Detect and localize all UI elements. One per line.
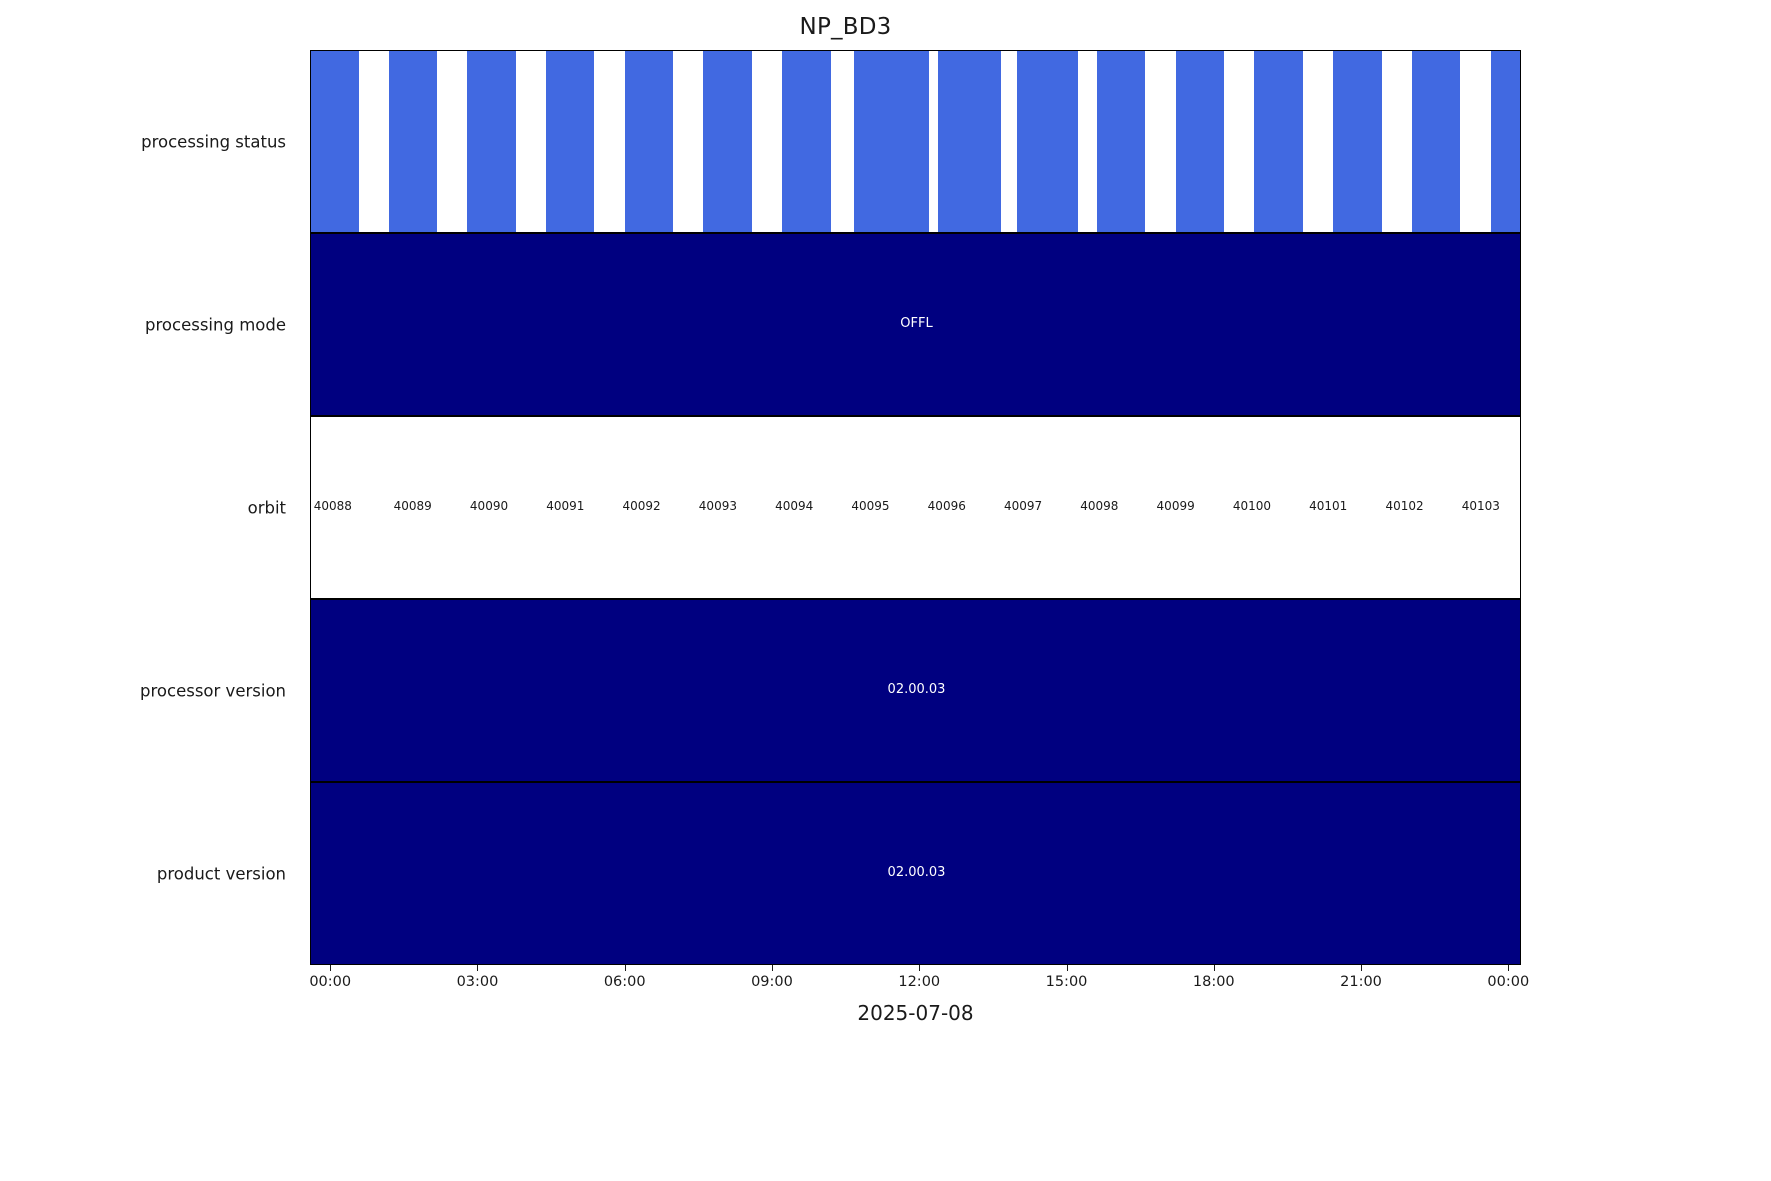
x-axis-tick — [1066, 965, 1068, 971]
processing-status-segment — [703, 51, 752, 232]
row-value-processing-mode: OFFL — [900, 316, 933, 331]
x-axis-tick-label: 00:00 — [1487, 974, 1530, 990]
x-axis-tick-label: 15:00 — [1045, 974, 1088, 990]
processing-status-segment — [853, 51, 929, 232]
orbit-number-label: 40092 — [622, 499, 661, 513]
row-value-processor-version: 02.00.03 — [887, 682, 946, 697]
row-processing-status — [310, 50, 1521, 233]
x-axis-tick-label: 21:00 — [1340, 974, 1382, 990]
x-axis-tick-label: 18:00 — [1192, 974, 1235, 990]
orbit-number-label: 40089 — [393, 499, 432, 513]
row-label-product-version: product version — [156, 864, 286, 883]
orbit-number-label: 40099 — [1156, 499, 1195, 513]
row-label-column: processing status processing mode orbit … — [0, 50, 298, 965]
x-axis-tick-label: 06:00 — [603, 974, 646, 990]
x-axis-tick-label: 03:00 — [456, 974, 499, 990]
orbit-number-label: 40101 — [1309, 499, 1348, 513]
row-processor-version: 02.00.03 — [310, 599, 1521, 782]
orbit-number-label: 40091 — [546, 499, 585, 513]
processing-status-segment — [388, 51, 437, 232]
x-axis-tick — [1508, 965, 1510, 971]
x-axis-tick — [624, 965, 626, 971]
processing-status-segment — [1411, 51, 1461, 232]
orbit-number-label: 40103 — [1461, 499, 1500, 513]
chart-title-text: NP_BD3 — [799, 14, 892, 40]
orbit-number-label: 40094 — [775, 499, 814, 513]
orbit-number-label: 40097 — [1003, 499, 1043, 513]
orbit-number-label: 40102 — [1385, 499, 1424, 513]
x-axis-tick-label: 00:00 — [309, 974, 352, 990]
processing-status-segment — [1333, 51, 1382, 232]
row-value-product-version: 02.00.03 — [887, 865, 946, 880]
x-axis: 00:00 03:00 06:00 09:00 12:00 15:00 18:00 21:00… — [309, 965, 1529, 1035]
processing-status-segment — [1254, 51, 1303, 232]
processing-status-segment — [311, 51, 360, 232]
orbit-number-label: 40095 — [851, 499, 890, 513]
orbit-number-label: 40088 — [313, 499, 352, 513]
x-axis-tick — [771, 965, 773, 971]
plot-area: OFFL 40088 40089 40090 40091 40092 40093 40094… — [310, 50, 1521, 965]
processing-status-segment — [1096, 51, 1146, 232]
row-orbit: 40088 40089 40090 40091 40092 40093 40094 40095… — [310, 416, 1521, 599]
processing-status-segment — [938, 51, 1002, 232]
orbit-number-label: 40098 — [1080, 499, 1119, 513]
row-label-processor-version: processor version — [140, 681, 286, 700]
orbit-number-label: 40090 — [469, 499, 509, 513]
x-axis-tick — [477, 965, 479, 971]
orbit-number-label: 40100 — [1232, 499, 1272, 513]
processing-status-segment — [467, 51, 516, 232]
row-processing-mode: OFFL — [310, 233, 1521, 416]
processing-status-segment — [624, 51, 674, 232]
x-axis-tick-label: 09:00 — [751, 974, 793, 990]
x-axis-tick — [1213, 965, 1215, 971]
x-axis-tick-label: 12:00 — [898, 974, 941, 990]
processing-status-segment — [1490, 51, 1520, 232]
processing-status-segment — [545, 51, 595, 232]
x-axis-tick — [1361, 965, 1363, 971]
x-axis-tick — [330, 965, 332, 971]
orbit-number-label: 40093 — [698, 499, 737, 513]
processing-status-segment — [1175, 51, 1225, 232]
processing-status-segment — [1017, 51, 1078, 232]
row-label-processing-mode: processing mode — [145, 315, 286, 334]
chart-title: NP_BD3 — [0, 14, 1771, 40]
x-axis-tick — [919, 965, 921, 971]
row-product-version: 02.00.03 — [310, 782, 1521, 965]
processing-status-segment — [782, 51, 831, 232]
x-axis-title: 2025-07-08 — [857, 1001, 974, 1025]
row-label-processing-status: processing status — [141, 132, 286, 151]
row-label-orbit: orbit — [247, 498, 286, 517]
orbit-number-label: 40096 — [927, 499, 966, 513]
